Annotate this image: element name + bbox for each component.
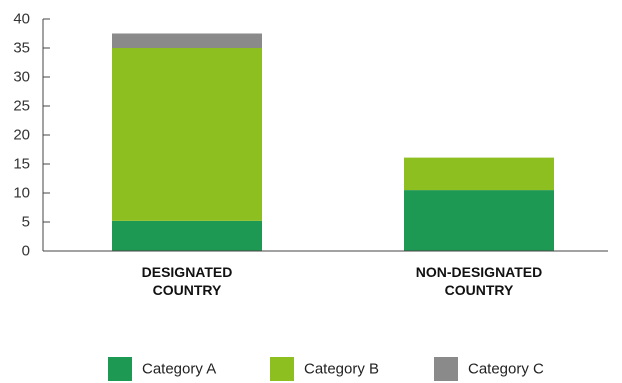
legend: Category A Category B Category C [108, 357, 544, 381]
x-category-label-line: DESIGNATED [142, 264, 233, 280]
x-category-label-line: COUNTRY [445, 282, 514, 298]
x-category-label: NON-DESIGNATED COUNTRY [416, 264, 543, 298]
y-axis: 0 5 10 15 20 25 30 35 40 [13, 11, 50, 260]
bar-category-b-non-designated-country [404, 157, 554, 191]
legend-label-category-b: Category B [304, 361, 379, 378]
bars [112, 33, 554, 251]
x-category-label-line: NON-DESIGNATED [416, 264, 543, 280]
bar-category-a-non-designated-country [404, 190, 554, 251]
y-tick-label: 20 [13, 127, 30, 144]
legend-swatch-category-b [270, 357, 294, 381]
legend-label-category-a: Category A [142, 361, 216, 378]
x-category-label-line: COUNTRY [153, 282, 222, 298]
bar-category-c-designated-country [112, 33, 262, 48]
y-tick-label: 15 [13, 156, 30, 173]
x-axis: DESIGNATED COUNTRY NON-DESIGNATED COUNTRY [43, 250, 608, 298]
y-tick-label: 10 [13, 185, 30, 202]
y-tick-label: 35 [13, 40, 30, 57]
y-tick-label: 40 [13, 11, 30, 28]
x-category-label: DESIGNATED COUNTRY [142, 264, 233, 298]
legend-swatch-category-a [108, 357, 132, 381]
y-tick-label: 30 [13, 69, 30, 86]
y-tick-label: 25 [13, 98, 30, 115]
bar-category-a-designated-country [112, 220, 262, 251]
y-tick-label: 0 [22, 243, 30, 260]
legend-swatch-category-c [434, 357, 458, 381]
legend-label-category-c: Category C [468, 361, 544, 378]
bar-category-b-designated-country [112, 48, 262, 221]
y-tick-label: 5 [22, 214, 30, 231]
